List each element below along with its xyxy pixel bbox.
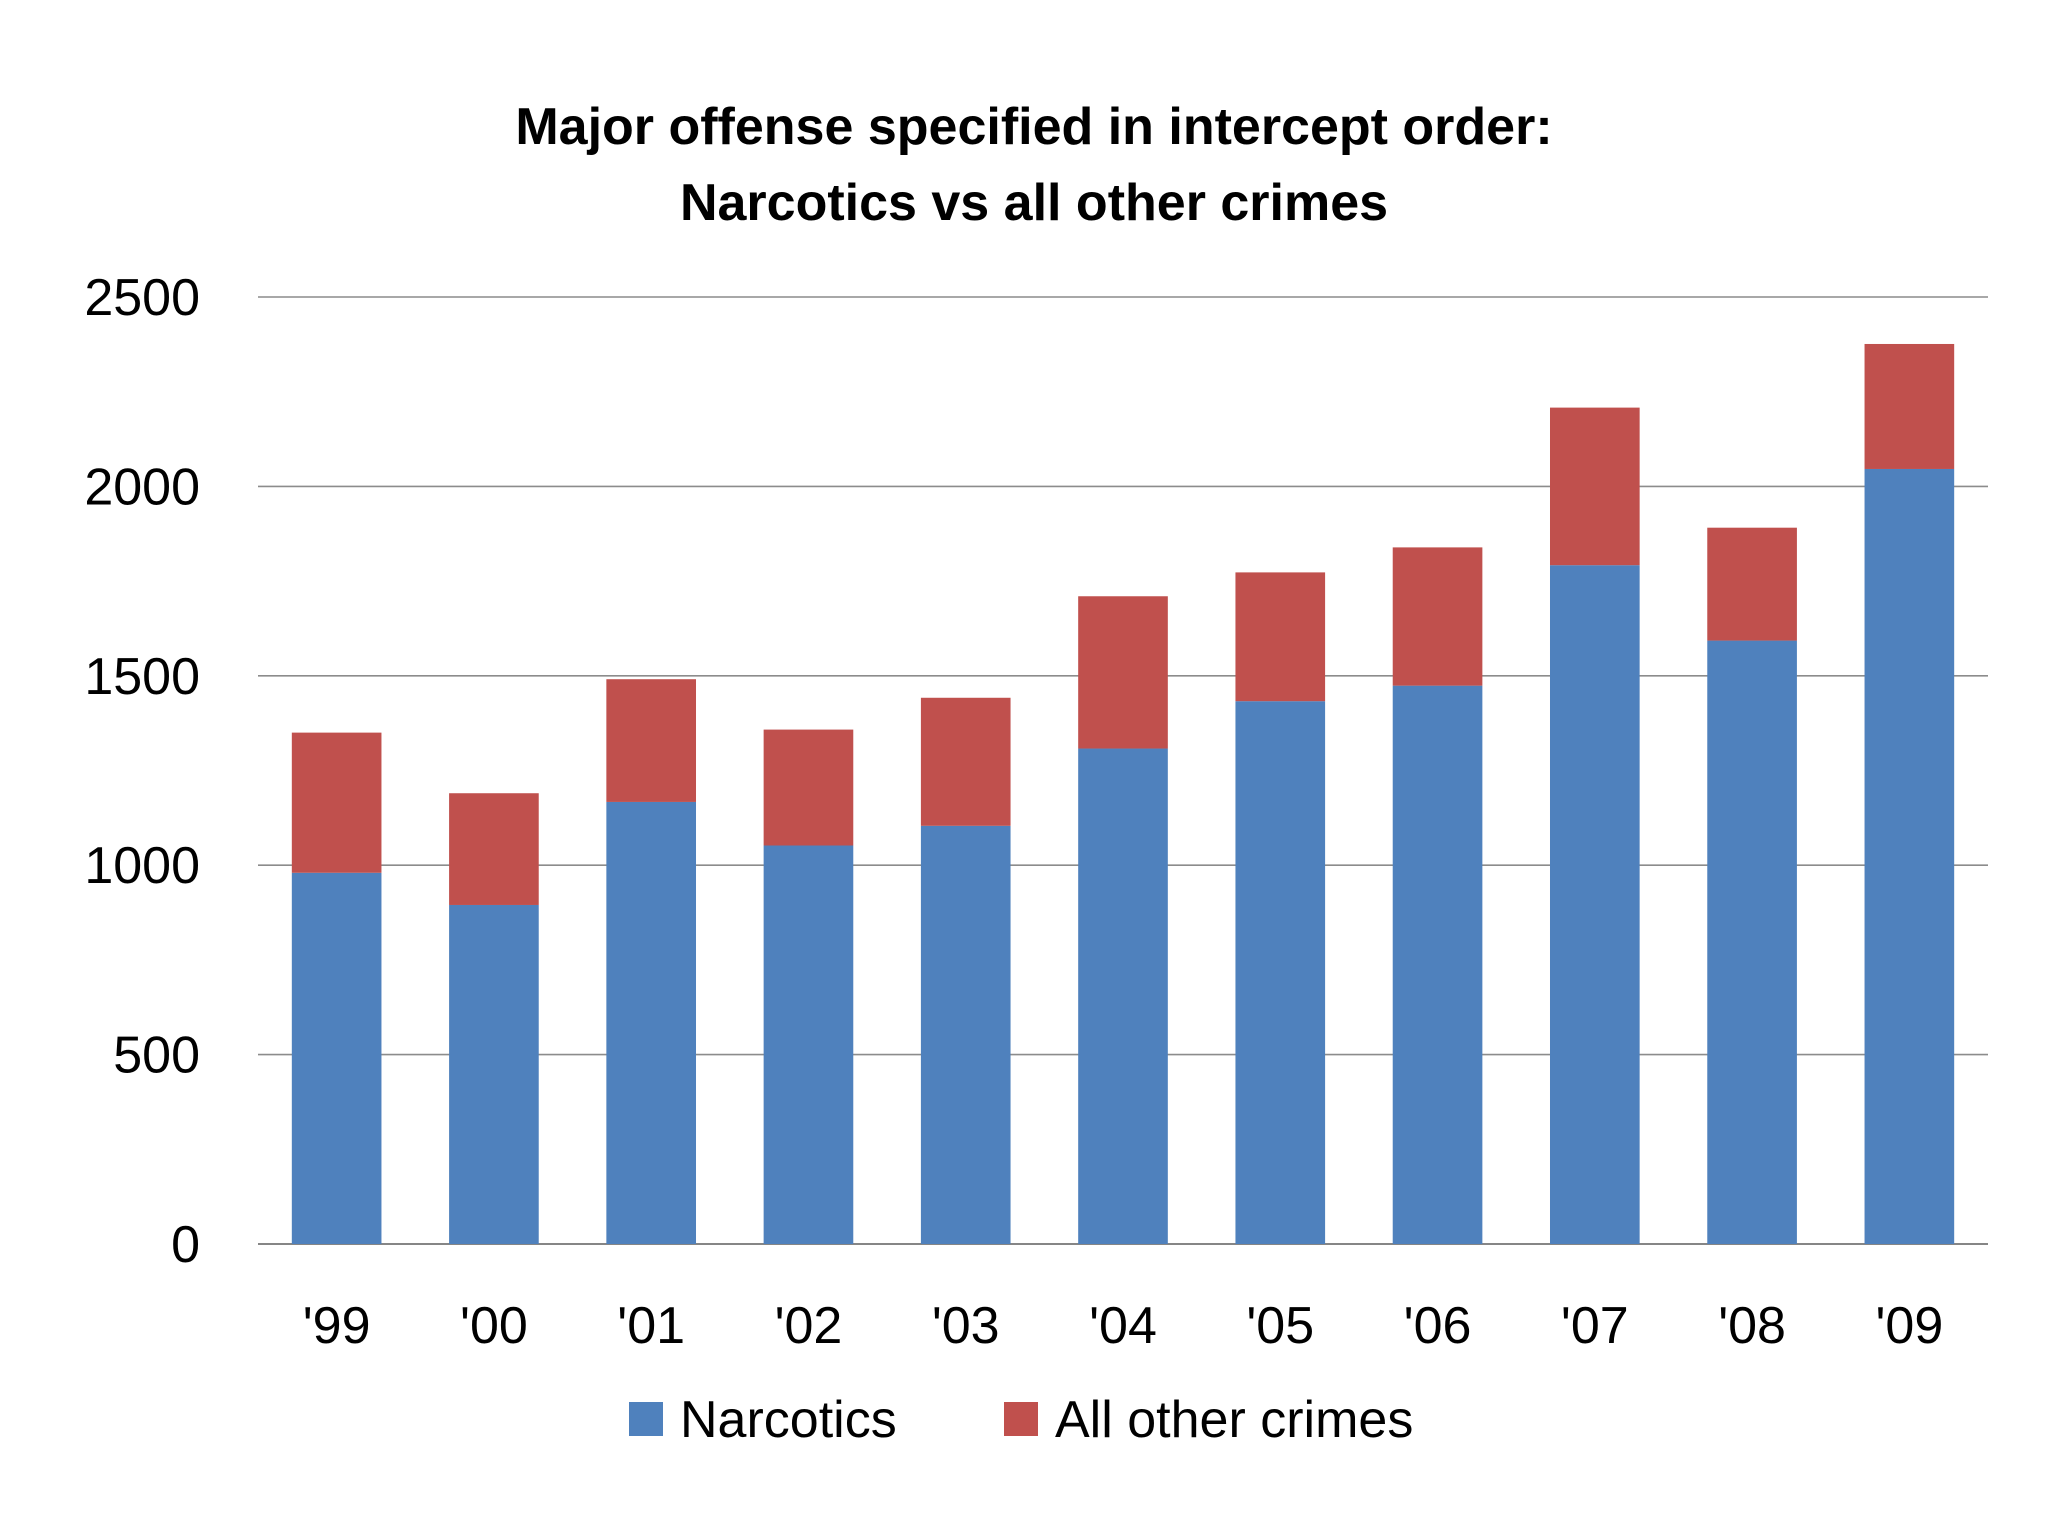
bar-narcotics [1864,468,1955,1244]
y-tick-label: 0 [171,1216,200,1274]
bar-narcotics [1078,748,1168,1244]
bar-narcotics [606,801,697,1244]
bar-all-other-crimes [1392,547,1483,686]
bar-all-other-crimes [1707,527,1797,641]
x-tick-label: '02 [775,1297,843,1355]
bar-all-other-crimes [1864,343,1955,469]
bar-all-other-crimes [763,729,854,846]
x-axis-tick-labels: '99 '00 '01 '02 '03 '04 '05 '06 '07 '08 '09 [303,1297,1944,1355]
bar-all-other-crimes [920,697,1011,826]
bar-narcotics [1707,640,1797,1244]
bars [291,343,1955,1244]
bar-narcotics [1392,685,1483,1244]
legend: Narcotics All other crimes [629,1391,1413,1449]
bar-all-other-crimes [449,793,539,905]
bar-all-other-crimes [291,732,382,873]
bar-narcotics [1549,565,1640,1244]
bar-narcotics [920,825,1011,1244]
bar-all-other-crimes [1549,407,1640,566]
legend-swatch-all-other-crimes [1004,1402,1038,1436]
y-tick-label: 500 [113,1027,200,1085]
bar-all-other-crimes [1078,596,1168,749]
x-tick-label: '01 [617,1297,685,1355]
chart-title-line-1: Major offense specified in intercept ord… [515,98,1552,156]
chart-title-line-2: Narcotics vs all other crimes [680,174,1388,232]
x-tick-label: '08 [1718,1297,1786,1355]
y-axis-tick-labels: 0 500 1000 1500 2000 2500 [84,269,200,1274]
bar-all-other-crimes [606,679,697,802]
bar-narcotics [1235,701,1326,1244]
bar-all-other-crimes [1235,572,1326,702]
x-tick-label: '99 [303,1297,371,1355]
legend-swatch-narcotics [629,1402,663,1436]
legend-label-all-other-crimes: All other crimes [1055,1391,1413,1449]
y-tick-label: 1000 [84,837,200,895]
x-tick-label: '07 [1561,1297,1629,1355]
x-tick-label: '05 [1246,1297,1314,1355]
y-tick-label: 2500 [84,269,200,327]
y-tick-label: 2000 [84,458,200,516]
x-tick-label: '00 [460,1297,528,1355]
bar-narcotics [291,872,382,1244]
bar-narcotics [763,845,854,1244]
bar-narcotics [449,904,539,1244]
x-tick-label: '09 [1875,1297,1943,1355]
x-tick-label: '06 [1404,1297,1472,1355]
legend-label-narcotics: Narcotics [680,1391,897,1449]
y-tick-label: 1500 [84,648,200,706]
x-tick-label: '03 [932,1297,1000,1355]
x-tick-label: '04 [1089,1297,1157,1355]
